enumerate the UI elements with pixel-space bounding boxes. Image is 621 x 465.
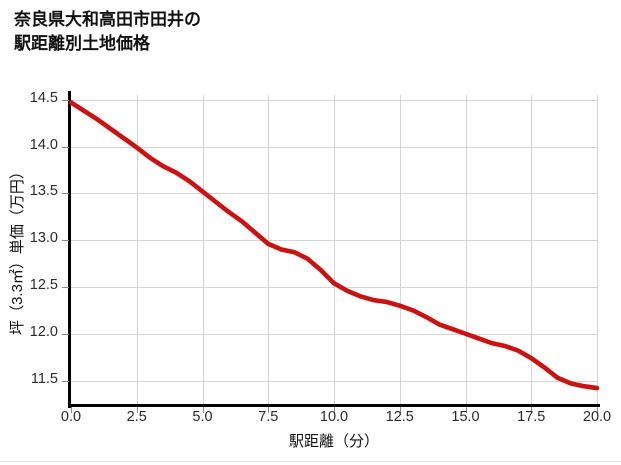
x-tick-mark: [268, 407, 270, 413]
y-tick-mark: [62, 333, 69, 335]
y-tick-label: 12.0: [29, 323, 58, 340]
bottom-divider: [0, 461, 621, 462]
plot-area: [68, 95, 600, 404]
x-tick-label: 0.0: [60, 409, 82, 425]
y-tick-label: 12.5: [29, 276, 58, 293]
x-axis-title: 駅距離（分）: [288, 433, 379, 450]
x-tick-mark: [136, 407, 138, 413]
y-tick-mark: [62, 99, 69, 101]
x-tick-label: 17.5: [517, 409, 546, 425]
line-series-svg: [68, 100, 600, 391]
y-tick-label: 13.5: [29, 183, 58, 200]
gridline-vertical: [531, 95, 533, 404]
y-tick-mark: [62, 193, 69, 195]
y-tick-mark: [62, 240, 69, 242]
x-tick-label: 7.5: [258, 409, 279, 425]
y-tick-label: 14.0: [29, 136, 58, 153]
y-tick-mark: [62, 286, 69, 288]
gridline-vertical: [136, 95, 138, 404]
y-tick-label: 13.0: [29, 230, 58, 247]
y-tick-mark: [62, 146, 69, 148]
y-axis-title: 坪（3.3㎡）単価（万円）: [9, 164, 26, 335]
x-tick-mark: [465, 407, 467, 413]
page-title: 奈良県大和高田市田井の 駅距離別土地価格: [14, 10, 201, 54]
y-tick-mark: [62, 380, 69, 382]
gridline-vertical: [465, 95, 467, 404]
x-tick-mark: [399, 407, 401, 413]
x-tick-label: 5.0: [192, 409, 213, 425]
gridline-vertical: [268, 95, 270, 404]
x-tick-label: 15.0: [451, 409, 480, 425]
gridline-vertical: [399, 95, 401, 404]
x-tick-mark: [202, 407, 204, 413]
gridline-vertical: [334, 95, 335, 404]
x-tick-label: 12.5: [385, 409, 414, 425]
x-axis-line: [68, 404, 600, 407]
gridline-vertical: [597, 95, 598, 404]
x-tick-mark: [597, 407, 598, 413]
y-tick-label: 11.5: [30, 370, 58, 387]
x-tick-mark: [334, 407, 335, 413]
y-tick-label: 14.5: [29, 89, 58, 106]
x-tick-label: 10.0: [319, 409, 349, 425]
x-tick-mark: [71, 407, 72, 413]
x-tick-label: 20.0: [582, 409, 612, 425]
x-tick-label: 2.5: [126, 409, 147, 425]
series-line-path: [68, 100, 600, 391]
y-axis-line: [68, 91, 71, 408]
gridline-vertical: [202, 95, 204, 404]
x-tick-mark: [531, 407, 533, 413]
